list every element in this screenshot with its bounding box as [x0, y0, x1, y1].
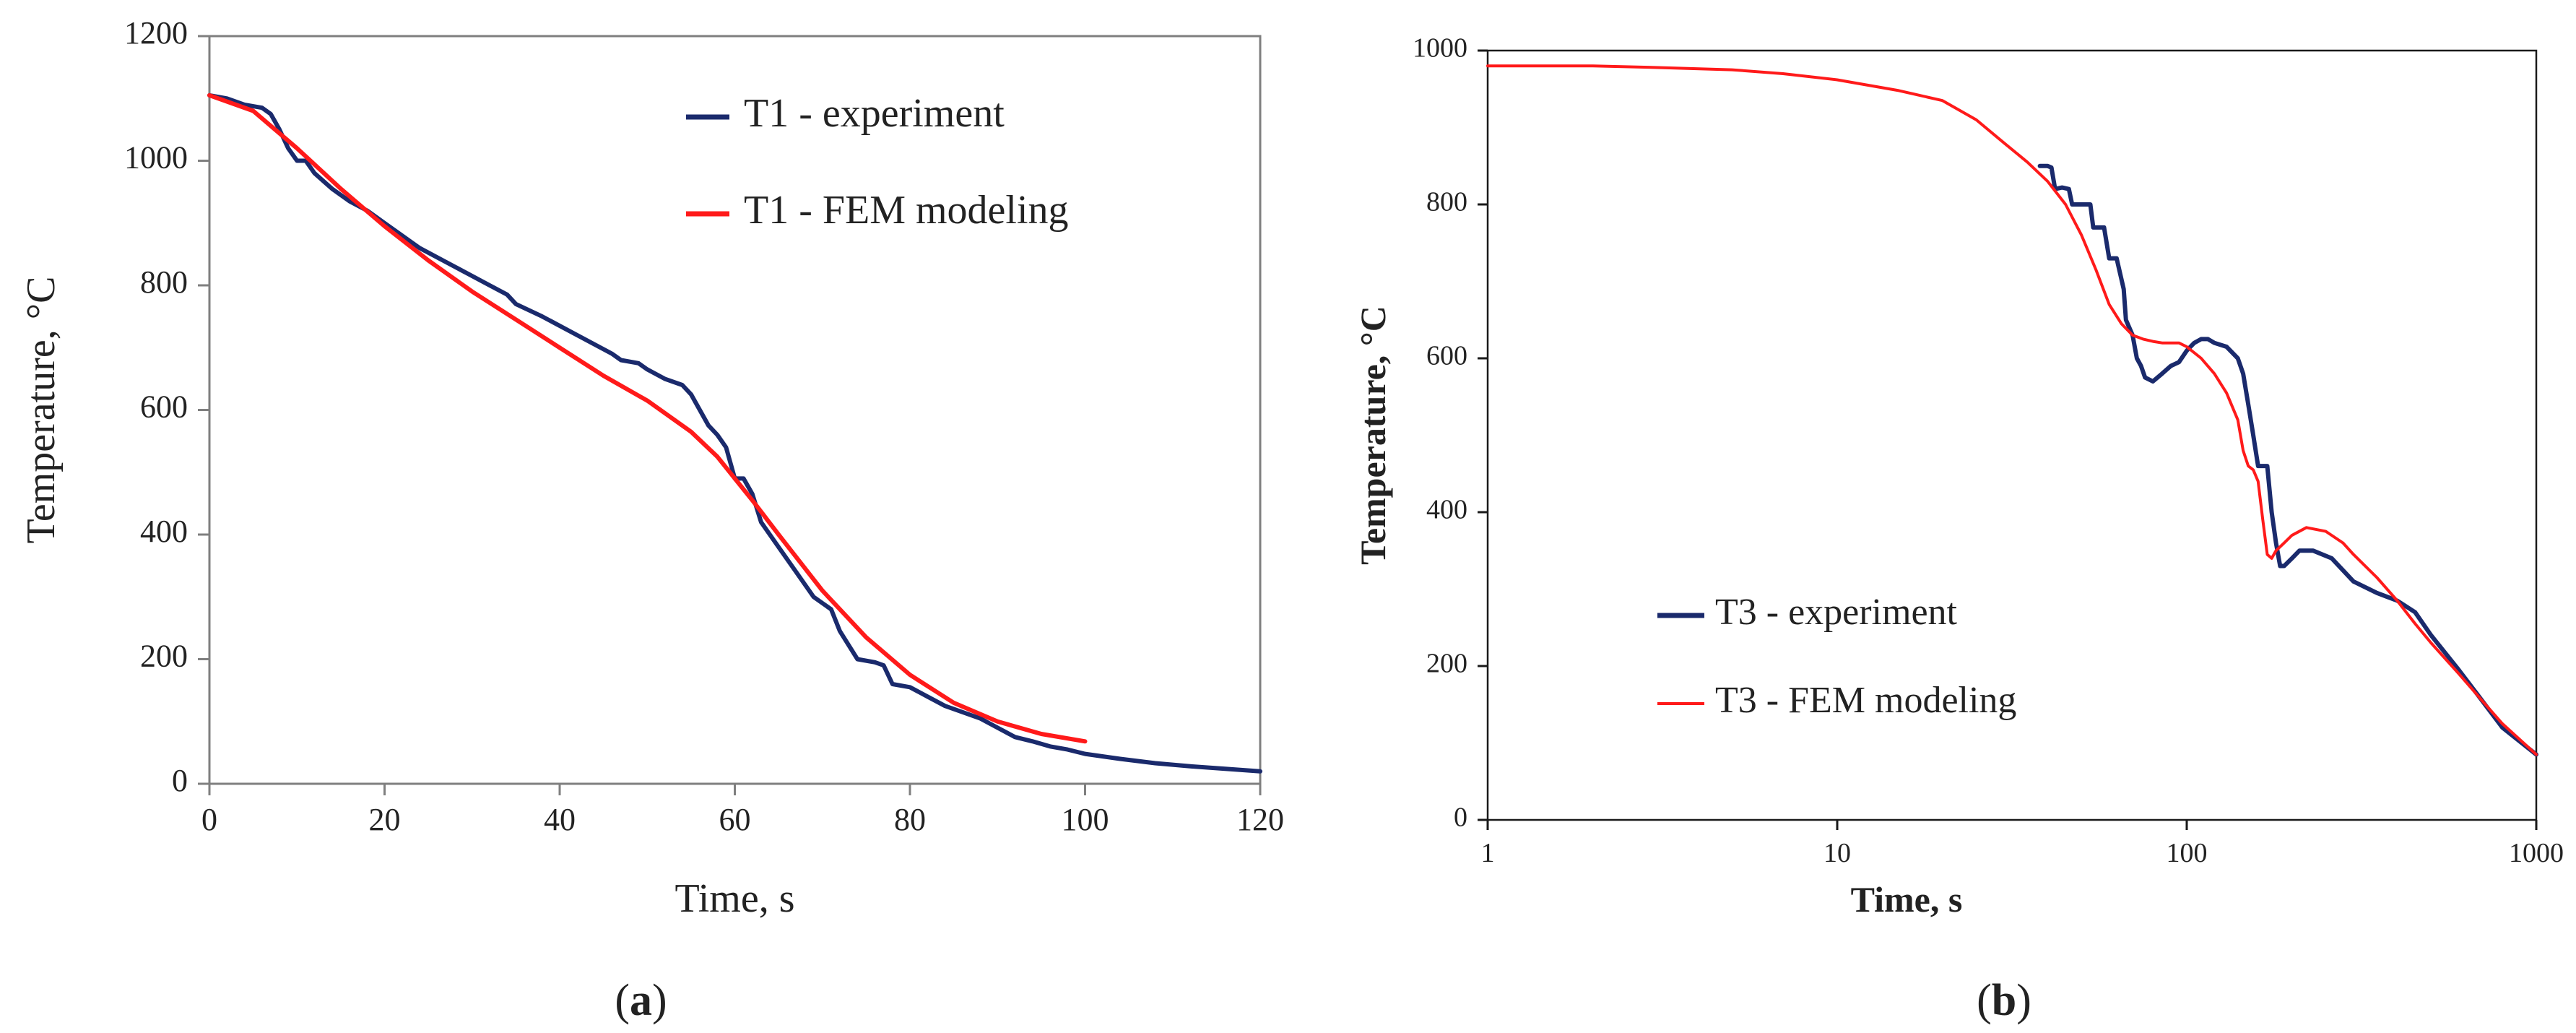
panel-b-y-tick-label: 1000 [1413, 33, 1467, 64]
panel-b-caption-letter: b [1992, 976, 2016, 1025]
panel-a: 0 200 400 600 800 1000 1200 0 20 40 60 80 100 120 Ti… [19, 15, 1284, 921]
panel-a-series [207, 92, 1262, 774]
panel-b-y-tick-label: 600 [1426, 341, 1467, 371]
panel-a-x-tick-label: 120 [1236, 802, 1284, 837]
panel-b-legend-label-experiment: T3 - experiment [1715, 592, 1958, 633]
panel-b-series [1486, 64, 2538, 757]
panel-b-y-tick-label: 200 [1426, 649, 1467, 679]
panel-b-y-axis-title: Temperature, °C [1353, 306, 1393, 565]
panel-a-plot-frame [208, 35, 1262, 785]
panel-a-y-tick-label: 600 [140, 389, 188, 425]
panel-a-y-tick-label: 1000 [124, 140, 188, 176]
panel-a-x-tick-label: 20 [369, 802, 401, 837]
panel-b-x-tick-label: 1000 [2509, 838, 2564, 868]
panel-a-fem-line [207, 92, 1088, 744]
panel-b-x-tick-label: 10 [1823, 838, 1851, 868]
panel-b-y-tick-label: 0 [1454, 803, 1467, 833]
panel-a-caption-letter: a [630, 976, 652, 1025]
panel-a-legend-label-fem: T1 - FEM modeling [744, 188, 1069, 233]
panel-a-legend: T1 - experiment T1 - FEM modeling [686, 91, 1069, 233]
panel-b-plot-frame [1486, 49, 2538, 821]
panel-a-x-tick-label: 100 [1062, 802, 1109, 837]
panel-a-legend-label-experiment: T1 - experiment [744, 91, 1005, 136]
panel-a-x-tick-label: 0 [201, 802, 217, 837]
panel-a-y-axis-title: Temperature, °C [19, 277, 64, 544]
panel-b-x-tick-label: 1 [1481, 838, 1495, 868]
panel-a-x-tick-label: 40 [544, 802, 576, 837]
panel-b-experiment-line [2037, 163, 2538, 757]
panel-b-fem-line [1486, 64, 2538, 756]
panel-b-y-tick-label: 800 [1426, 187, 1467, 217]
panel-b-y-ticks: 0 200 400 600 800 1000 [1413, 33, 1488, 833]
panel-a-y-tick-label: 0 [172, 763, 188, 798]
panel-a-x-axis-title: Time, s [675, 876, 794, 921]
panel-a-experiment-line [207, 92, 1262, 774]
panel-a-x-ticks: 0 20 40 60 80 100 120 [201, 784, 1284, 837]
panel-b-x-ticks: 1 10 100 1000 [1481, 820, 2564, 868]
panel-a-y-tick-label: 800 [140, 264, 188, 300]
panel-a-y-tick-label: 400 [140, 514, 188, 549]
panel-b: 0 200 400 600 800 1000 1 10 100 1000 Time, s Tem… [1353, 33, 2564, 920]
panel-b-x-tick-label: 100 [2167, 838, 2208, 868]
panel-a-y-tick-label: 200 [140, 639, 188, 674]
panel-b-caption: (b) [1977, 976, 2031, 1025]
panel-a-y-tick-label: 1200 [124, 15, 188, 51]
panel-b-y-tick-label: 400 [1426, 495, 1467, 525]
panel-a-y-ticks: 0 200 400 600 800 1000 1200 [124, 15, 209, 798]
panel-b-legend-label-fem: T3 - FEM modeling [1715, 680, 2016, 721]
panel-a-x-tick-label: 60 [719, 802, 751, 837]
panel-b-x-axis-title: Time, s [1851, 879, 1963, 920]
panel-a-x-tick-label: 80 [894, 802, 926, 837]
panel-b-legend: T3 - experiment T3 - FEM modeling [1657, 592, 2016, 721]
panel-a-caption: (a) [615, 976, 667, 1025]
